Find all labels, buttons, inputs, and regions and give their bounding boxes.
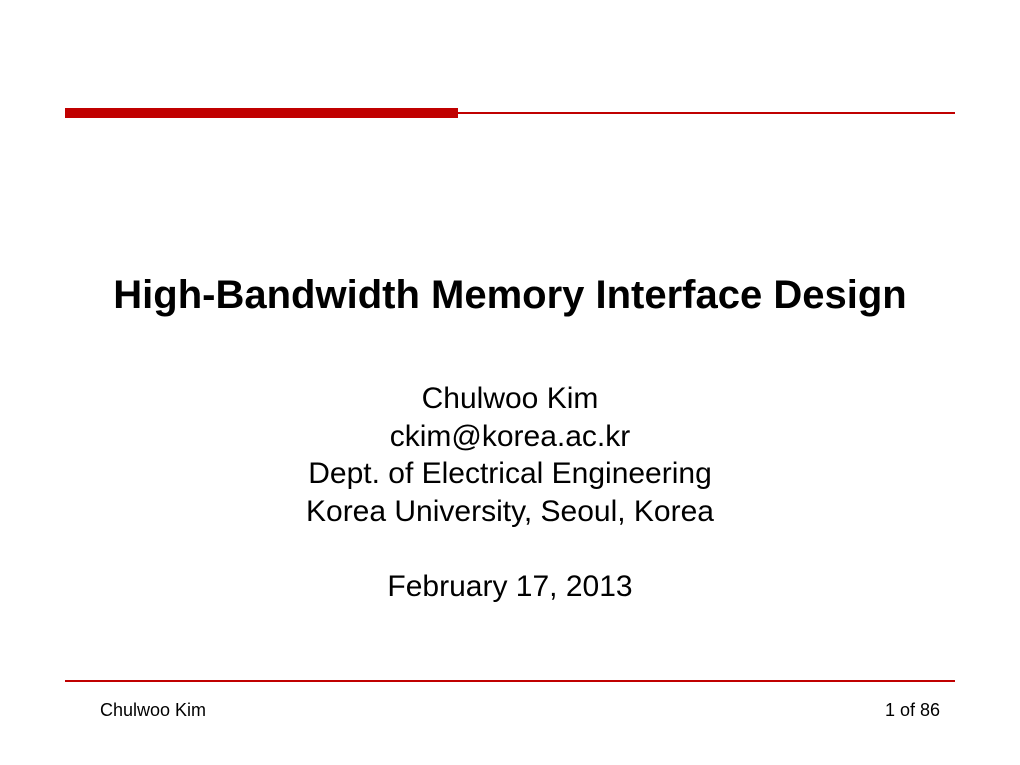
footer: Chulwoo Kim 1 of 86	[100, 700, 940, 730]
department: Dept. of Electrical Engineering	[0, 455, 1020, 493]
bottom-divider	[65, 680, 955, 682]
author-email: ckim@korea.ac.kr	[0, 418, 1020, 456]
slide: High-Bandwidth Memory Interface Design C…	[0, 0, 1020, 765]
footer-page: 1 of 86	[885, 700, 940, 721]
body-block: Chulwoo Kim ckim@korea.ac.kr Dept. of El…	[0, 380, 1020, 606]
spacer	[0, 530, 1020, 568]
top-divider-thin	[458, 112, 955, 114]
footer-author: Chulwoo Kim	[100, 700, 206, 721]
date: February 17, 2013	[0, 568, 1020, 606]
top-divider	[65, 108, 955, 118]
affiliation: Korea University, Seoul, Korea	[0, 493, 1020, 531]
author-name: Chulwoo Kim	[0, 380, 1020, 418]
slide-title: High-Bandwidth Memory Interface Design	[0, 273, 1020, 318]
top-divider-thick	[65, 108, 458, 118]
